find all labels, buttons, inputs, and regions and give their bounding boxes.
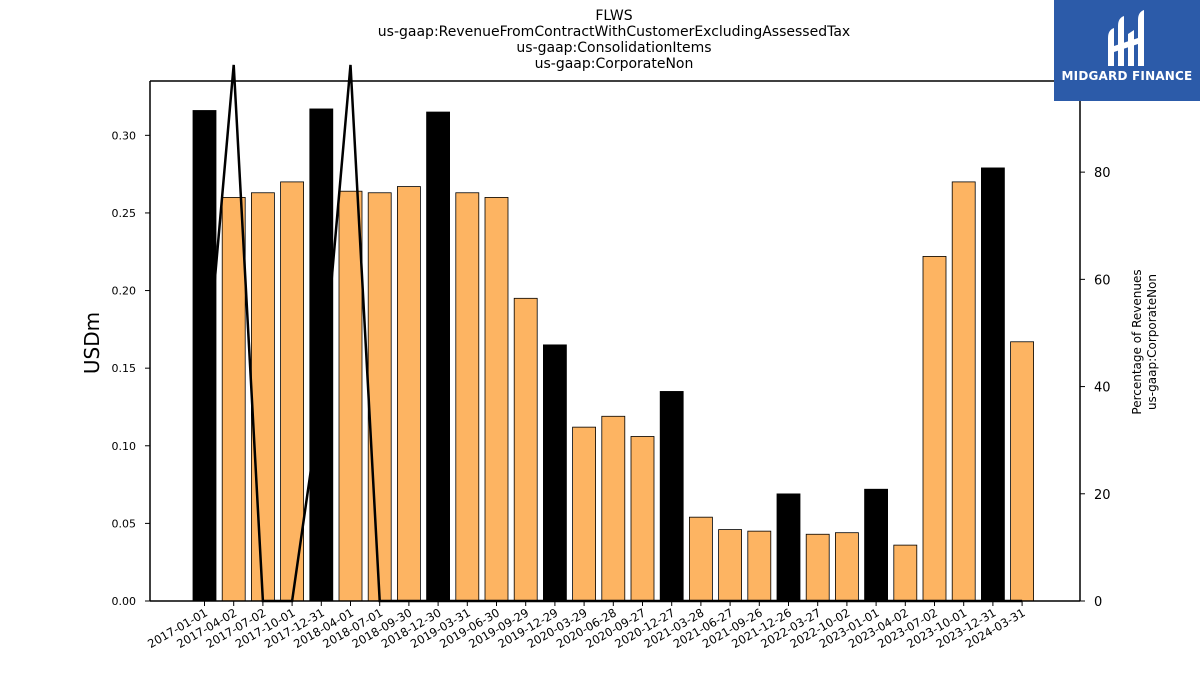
bars [192,108,1034,602]
title-line: FLWS [595,8,632,24]
y-tick-label: 0.20 [112,285,137,298]
bar [689,516,713,602]
right-y-tick-label: 80 [1094,166,1111,181]
right-y-tick-label: 0 [1094,595,1102,610]
bar [1010,341,1034,602]
bar [338,190,363,602]
logo-mark-icon [1108,10,1144,66]
bar [426,111,451,602]
bar [951,181,976,602]
bar [718,529,742,602]
y-tick-label: 0.00 [112,595,137,608]
bar [981,167,1005,602]
y-axis-label: USDm [80,312,104,374]
y-tick-label: 0.30 [112,129,137,142]
bar [543,344,567,602]
bar [922,256,947,602]
y-tick-label: 0.10 [112,440,137,453]
right-y-tick-label: 60 [1094,273,1111,288]
bar [893,544,918,602]
right-axis-label: Percentage of Revenues us-gaap:CorporateN… [1130,269,1159,414]
bar [835,532,859,602]
axes [149,80,1081,602]
right-y-tick-label: 40 [1094,381,1111,396]
bar [601,415,626,602]
title-line: us-gaap:ConsolidationItems [516,40,711,56]
bar [455,192,480,602]
bar [367,192,392,602]
y-tick-label: 0.05 [112,517,137,530]
right-y-tick-label: 20 [1094,488,1111,503]
chart-title: FLWSus-gaap:RevenueFromContractWithCusto… [378,8,850,72]
y-tick-label: 0.25 [112,207,137,220]
y-tick-label: 0.15 [112,362,137,375]
bar [309,108,334,602]
bar [630,436,655,602]
title-line: us-gaap:CorporateNon [535,56,694,72]
bar [192,110,217,602]
bar [484,197,509,602]
bar [250,192,275,602]
bar [572,426,596,602]
right-axis-label-line: Percentage of Revenues [1130,269,1144,414]
bar [747,530,772,602]
bar [396,186,421,602]
logo-text: MIDGARD FINANCE [1061,69,1193,83]
bar [513,297,538,602]
bar [864,488,888,602]
midgard-finance-logo: MIDGARD FINANCE [1054,0,1200,101]
bar [221,197,246,602]
right-axis-label-line: us-gaap:CorporateNon [1145,274,1159,410]
bar [805,533,830,602]
bar [659,391,684,602]
title-line: us-gaap:RevenueFromContractWithCustomerE… [378,24,850,40]
bar [776,493,801,602]
